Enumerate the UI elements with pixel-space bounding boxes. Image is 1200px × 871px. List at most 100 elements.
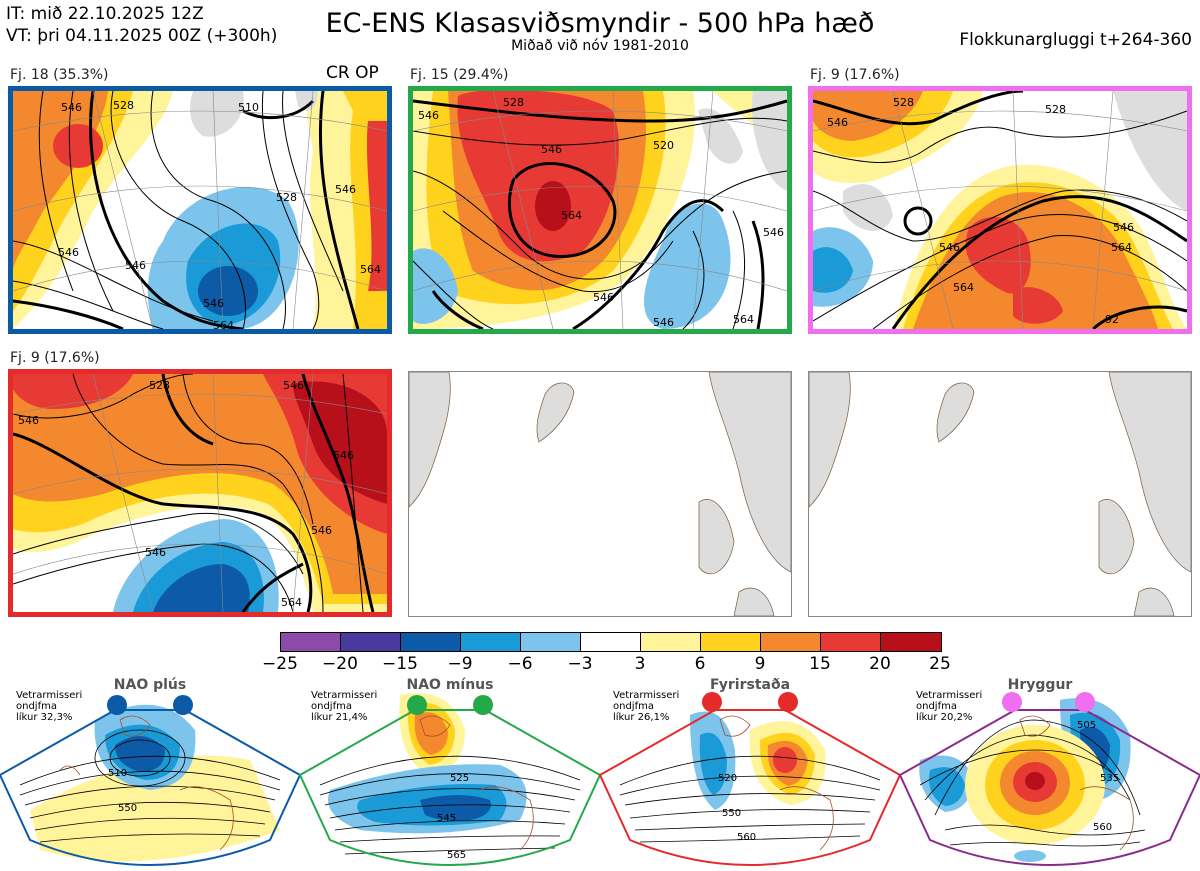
regime-ridge-map xyxy=(898,692,1200,866)
cluster-map-1: 546 528 510 546 564 528 546 546 564 546 xyxy=(8,86,392,334)
contour-label: 528 xyxy=(113,99,134,112)
regime-stat-season: Vetrarmisseri xyxy=(311,690,378,701)
panel-1-extra: CR OP xyxy=(326,63,379,83)
cluster-map-3: 546 528 528 546 564 546 564 92 xyxy=(808,86,1192,334)
contour-label: 546 xyxy=(283,379,304,392)
colorbar-swatch xyxy=(341,633,401,651)
colorbar-tick: 9 xyxy=(754,654,766,674)
regime-name: Hryggur xyxy=(1007,677,1073,693)
contour-label: 510 xyxy=(238,101,259,114)
contour-label: 528 xyxy=(893,96,914,109)
contour-label: 546 xyxy=(541,143,562,156)
regime-contour-label: 505 xyxy=(1077,720,1097,731)
regime-maps xyxy=(0,692,1200,866)
regime-stat-prob: líkur 21,4% xyxy=(311,712,368,723)
contour-label: 528 xyxy=(503,96,524,109)
regime-name: Fyrirstaða xyxy=(709,677,791,693)
contour-label: 546 xyxy=(145,546,166,559)
regime-contour-label: 565 xyxy=(447,850,467,861)
contour-label: 564 xyxy=(561,209,582,222)
contour-label: 564 xyxy=(281,596,302,609)
colorbar-swatch xyxy=(641,633,701,651)
colorbar-swatch xyxy=(701,633,761,651)
contour-label: 520 xyxy=(653,139,674,152)
contour-label: 528 xyxy=(149,379,170,392)
panel-4-label: Fj. 9 (17.6%) xyxy=(10,350,100,366)
contour-label: 546 xyxy=(418,109,439,122)
contour-label: 546 xyxy=(18,414,39,427)
colorbar-tick: −25 xyxy=(262,654,298,674)
contour-label: 564 xyxy=(953,281,974,294)
colorbar-swatch xyxy=(521,633,581,651)
contour-label: 92 xyxy=(1105,313,1119,326)
colorbar-swatch xyxy=(761,633,821,651)
regime-stat-months: ondjfma xyxy=(16,701,57,712)
page-title: EC-ENS Klasasviðsmyndir - 500 hPa hæð xyxy=(325,8,875,39)
regime-blocking-map xyxy=(598,692,902,866)
initial-time: IT: mið 22.10.2025 12Z xyxy=(6,4,204,24)
contour-label: 546 xyxy=(335,183,356,196)
colorbar-tick: −6 xyxy=(507,654,533,674)
contour-label: 546 xyxy=(593,291,614,304)
panel-2-label: Fj. 15 (29.4%) xyxy=(410,67,509,83)
page-subtitle: Miðað við nóv 1981-2010 xyxy=(511,38,689,54)
regime-contour-label: 560 xyxy=(1093,822,1113,833)
colorbar-tick: −3 xyxy=(567,654,593,674)
regime-stat-prob: líkur 32,3% xyxy=(16,712,73,723)
regime-stat-prob: líkur 20,2% xyxy=(916,712,973,723)
colorbar-tick: −9 xyxy=(447,654,473,674)
contour-label: 546 xyxy=(125,259,146,272)
colorbar-swatch xyxy=(881,633,941,651)
contour-label: 528 xyxy=(276,191,297,204)
regime-contour-label: 545 xyxy=(437,813,457,824)
regime-contour-label: 550 xyxy=(722,808,742,819)
colorbar-tick: 25 xyxy=(929,654,951,674)
panel-3-label: Fj. 9 (17.6%) xyxy=(810,67,900,83)
colorbar-swatch xyxy=(821,633,881,651)
contour-label: 546 xyxy=(203,297,224,310)
regime-contour-label: 560 xyxy=(737,832,757,843)
contour-label: 546 xyxy=(827,116,848,129)
regime-nao-plus-map xyxy=(0,695,302,866)
colorbar-tick: 20 xyxy=(869,654,891,674)
regime-stat-season: Vetrarmisseri xyxy=(16,690,83,701)
regime-contour-label: 535 xyxy=(1100,773,1120,784)
contour-label: 546 xyxy=(311,524,332,537)
regime-stat-season: Vetrarmisseri xyxy=(916,690,983,701)
empty-map-5 xyxy=(408,371,792,617)
contour-label: 564 xyxy=(213,319,234,332)
regime-stat-prob: líkur 26,1% xyxy=(613,712,670,723)
cluster-map-2: 546 528 546 520 564 546 546 546 564 xyxy=(408,86,792,334)
contour-label: 546 xyxy=(653,316,674,329)
regime-stat-season: Vetrarmisseri xyxy=(613,690,680,701)
contour-label: 546 xyxy=(61,101,82,114)
contour-label: 546 xyxy=(939,241,960,254)
regime-contour-label: 525 xyxy=(450,773,470,784)
regime-nao-minus-map xyxy=(298,693,602,866)
regime-name: NAO plús xyxy=(113,677,187,693)
contour-label: 564 xyxy=(360,263,381,276)
contour-label: 564 xyxy=(733,313,754,326)
classification-window: Flokkunargluggi t+264-360 xyxy=(959,30,1192,50)
colorbar-tick: −15 xyxy=(382,654,418,674)
panel-1-label: Fj. 18 (35.3%) xyxy=(10,67,109,83)
contour-label: 528 xyxy=(1045,103,1066,116)
colorbar-swatch xyxy=(581,633,641,651)
contour-label: 546 xyxy=(58,246,79,259)
colorbar-tick: 6 xyxy=(694,654,706,674)
contour-label: 546 xyxy=(763,226,784,239)
colorbar-tick: 15 xyxy=(809,654,831,674)
regime-contour-label: 550 xyxy=(118,803,138,814)
regime-contour-label: 510 xyxy=(108,768,128,779)
colorbar-swatch xyxy=(281,633,341,651)
colorbar-swatch xyxy=(401,633,461,651)
colorbar-tick: 3 xyxy=(634,654,646,674)
colorbar-tick: −20 xyxy=(322,654,358,674)
regime-stat-months: ondjfma xyxy=(916,701,957,712)
colorbar xyxy=(280,632,942,652)
contour-label: 546 xyxy=(333,449,354,462)
regime-stat-months: ondjfma xyxy=(613,701,654,712)
colorbar-swatch xyxy=(461,633,521,651)
regime-name: NAO mínus xyxy=(406,677,494,693)
contour-label: 564 xyxy=(1111,241,1132,254)
